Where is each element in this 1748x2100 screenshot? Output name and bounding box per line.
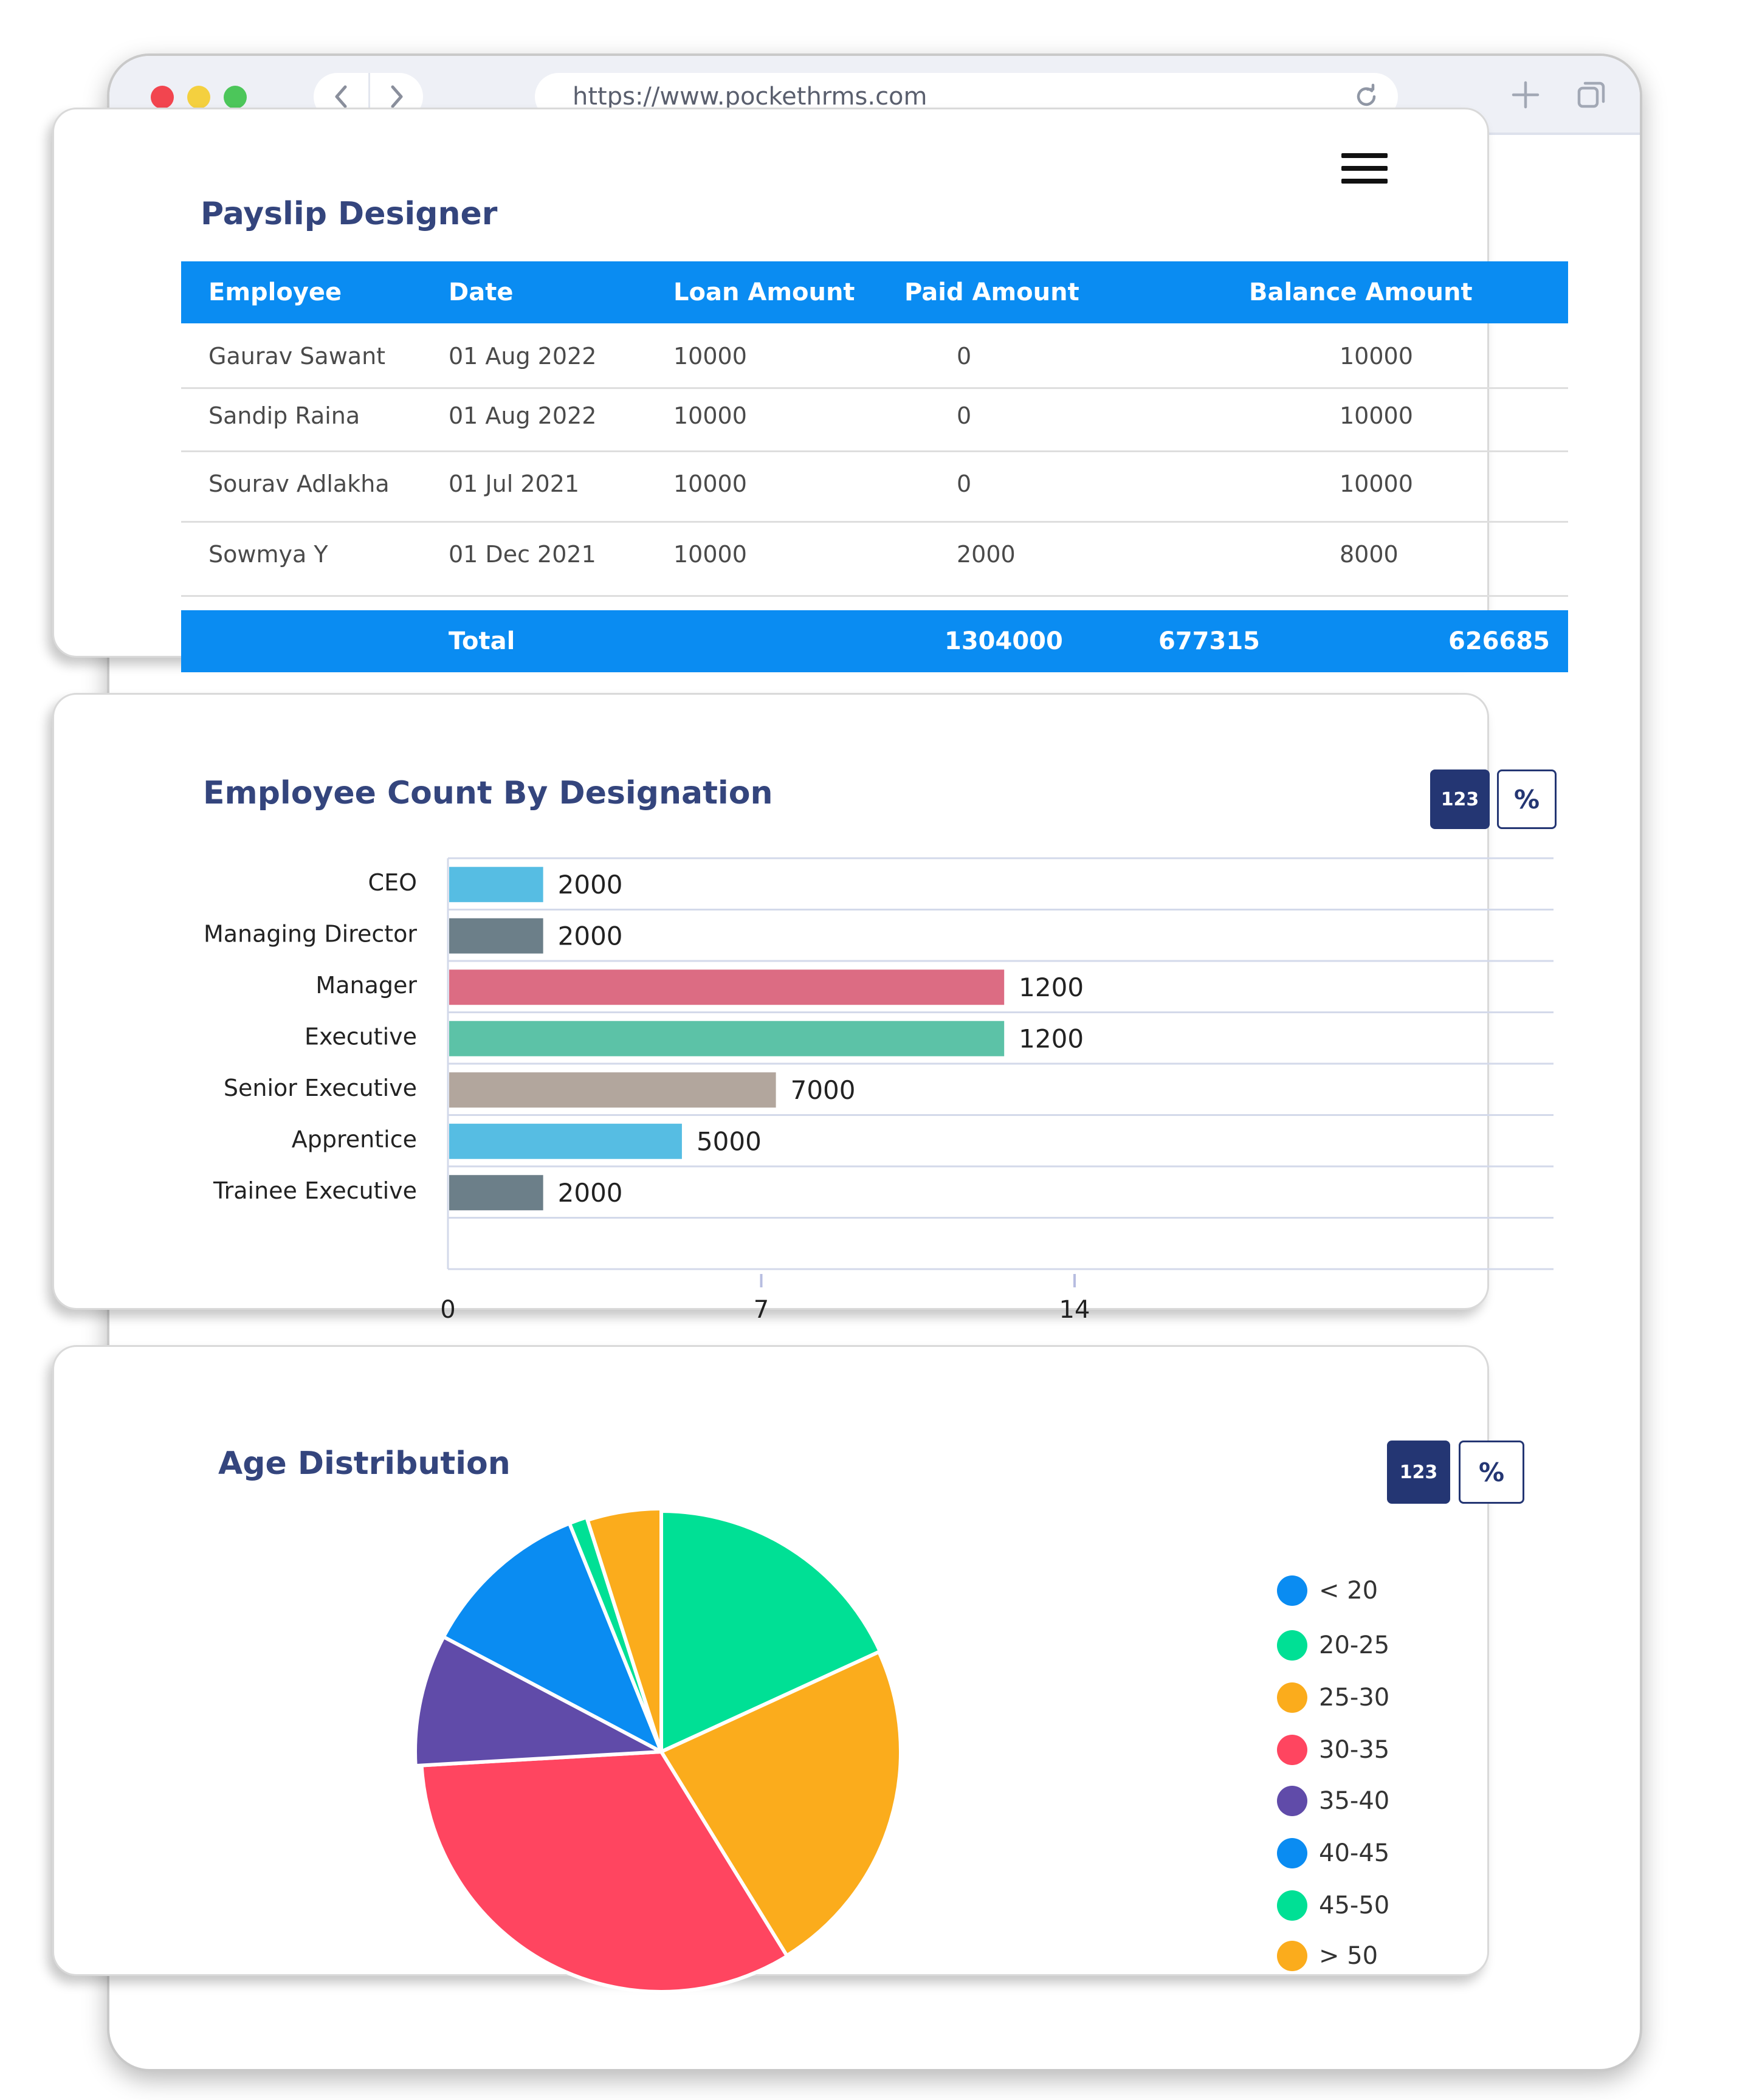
pie-slice[interactable] [659,1509,882,1754]
cell-loan: 10000 [673,470,747,497]
data-label: 1200 [1019,1024,1084,1053]
table-row[interactable]: Sowmya Y 01 Dec 2021 10000 2000 8000 [181,523,1568,597]
bar[interactable] [449,1175,543,1211]
cell-date: 01 Jul 2021 [449,470,580,497]
cell-employee: Gaurav Sawant [208,343,386,370]
pie-slice[interactable] [413,1634,663,1768]
cell-balance: 10000 [1340,343,1413,370]
cell-loan: 10000 [673,343,747,370]
category-label: Trainee Executive [213,1177,417,1204]
category-label: Manager [315,972,417,999]
forward-icon [391,85,402,108]
payslip-table-header: Employee Date Loan Amount Paid Amount Ba… [181,261,1568,323]
cell-employee: Sourav Adlakha [208,470,390,497]
cell-paid: 2000 [957,541,1016,568]
bar[interactable] [449,1123,682,1159]
cell-balance: 10000 [1340,402,1413,429]
column-loan-amount[interactable]: Loan Amount [673,278,855,306]
designation-title: Employee Count By Designation [203,775,773,811]
url-text: https://www.pockethrms.com [573,83,927,111]
data-label: 5000 [697,1126,762,1156]
total-label: Total [449,627,515,655]
x-tick-label: 14 [1059,1296,1090,1324]
bar[interactable] [449,1072,776,1108]
pie-slice[interactable] [585,1507,663,1754]
back-button[interactable] [314,73,368,120]
bar[interactable] [449,918,543,954]
data-label: 2000 [558,870,623,900]
count-toggle-button[interactable]: 123 [1387,1441,1450,1504]
total-paid: 677315 [1158,627,1260,655]
cell-date: 01 Aug 2022 [449,402,597,429]
cell-balance: 8000 [1340,541,1399,568]
tabs-icon[interactable] [1574,78,1608,112]
cell-balance: 10000 [1340,470,1413,497]
category-label: CEO [368,869,417,896]
cell-employee: Sandip Raina [208,402,360,429]
cell-paid: 0 [957,470,972,497]
bar[interactable] [449,969,1005,1005]
maximize-window-button[interactable] [224,86,247,109]
cell-loan: 10000 [673,541,747,568]
x-tick-label: 0 [440,1296,455,1324]
cell-date: 01 Aug 2022 [449,343,597,370]
category-label: Managing Director [204,920,417,947]
bar[interactable] [449,1021,1005,1056]
total-balance: 626685 [1448,627,1550,655]
bar[interactable] [449,867,543,903]
x-tick-label: 7 [754,1296,769,1324]
data-label: 2000 [558,1178,623,1208]
data-label: 1200 [1019,973,1084,1002]
age-title: Age Distribution [218,1445,511,1482]
menu-icon[interactable] [1341,153,1388,185]
percent-toggle-button[interactable]: % [1497,769,1557,829]
column-date[interactable]: Date [449,278,514,306]
category-label: Senior Executive [224,1075,417,1101]
total-loan: 1304000 [945,627,1063,655]
percent-toggle-button[interactable]: % [1459,1441,1524,1504]
cell-employee: Sowmya Y [208,541,328,568]
new-tab-icon[interactable] [1507,77,1544,113]
column-balance-amount[interactable]: Balance Amount [1249,278,1473,306]
cell-loan: 10000 [673,402,747,429]
table-row[interactable]: Gaurav Sawant 01 Aug 2022 10000 0 10000 [181,328,1568,389]
pie-slice[interactable] [567,1515,663,1754]
payslip-title: Payslip Designer [201,196,498,232]
payslip-total-row: Total 1304000 677315 626685 [181,610,1568,672]
count-toggle-button[interactable]: 123 [1430,769,1490,829]
minimize-window-button[interactable] [187,86,210,109]
pie-slice[interactable] [419,1750,790,1994]
close-window-button[interactable] [151,86,174,109]
table-row[interactable]: Sourav Adlakha 01 Jul 2021 10000 0 10000 [181,452,1568,523]
reload-icon[interactable] [1353,83,1380,110]
cell-date: 01 Dec 2021 [449,541,596,568]
table-row[interactable]: Sandip Raina 01 Aug 2022 10000 0 10000 [181,389,1568,452]
forward-button[interactable] [368,73,423,120]
data-label: 7000 [791,1075,856,1105]
pie-slice[interactable] [441,1521,663,1754]
column-employee[interactable]: Employee [208,278,342,306]
column-paid-amount[interactable]: Paid Amount [904,278,1079,306]
category-label: Executive [305,1023,417,1050]
cell-paid: 0 [957,402,972,429]
pie-slice[interactable] [659,1650,903,1958]
data-label: 2000 [558,921,623,951]
category-label: Apprentice [292,1126,417,1152]
cell-paid: 0 [957,343,972,370]
back-icon [335,85,347,108]
payslip-card [52,108,1489,658]
